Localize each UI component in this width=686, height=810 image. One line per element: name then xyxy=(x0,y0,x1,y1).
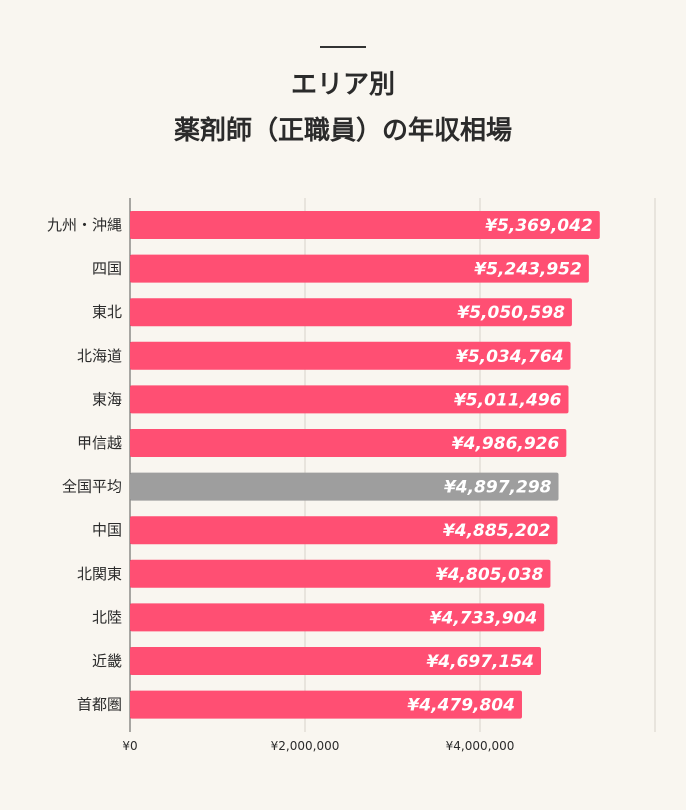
bar-7 xyxy=(130,516,558,545)
value-label-7: ¥4,885,202 xyxy=(443,521,551,541)
bar-1 xyxy=(130,254,589,283)
category-label-8: 北関東 xyxy=(77,565,122,583)
x-tick-label-0: ¥0 xyxy=(122,739,137,753)
value-label-2: ¥5,050,598 xyxy=(457,303,565,323)
x-tick-label-2: ¥4,000,000 xyxy=(446,739,515,753)
bar-0 xyxy=(130,211,600,239)
value-label-10: ¥4,697,154 xyxy=(426,652,534,672)
bar-11 xyxy=(130,690,522,719)
category-label-11: 首都圏 xyxy=(77,696,122,714)
bar-10 xyxy=(130,647,542,675)
category-label-7: 中国 xyxy=(92,521,122,539)
value-label-3: ¥5,034,764 xyxy=(456,347,564,367)
category-label-6: 全国平均 xyxy=(62,478,122,496)
bar-5 xyxy=(130,429,567,457)
chart-title-line2: 薬剤師（正職員）の年収相場 xyxy=(173,116,512,146)
value-label-4: ¥5,011,496 xyxy=(454,390,562,410)
value-label-11: ¥4,479,804 xyxy=(407,696,515,716)
bar-6 xyxy=(130,472,559,501)
x-tick-label-1: ¥2,000,000 xyxy=(271,739,340,753)
chart-title-line1: エリア別 xyxy=(290,70,395,100)
category-label-10: 近畿 xyxy=(92,652,122,670)
category-label-1: 四国 xyxy=(92,260,122,278)
value-label-6: ¥4,897,298 xyxy=(444,478,552,498)
title-rule xyxy=(320,46,366,48)
bar-9 xyxy=(130,603,545,632)
value-label-9: ¥4,733,904 xyxy=(430,608,538,628)
category-label-5: 甲信越 xyxy=(77,434,122,452)
value-label-5: ¥4,986,926 xyxy=(452,434,560,454)
bar-4 xyxy=(130,385,569,414)
category-label-4: 東海 xyxy=(92,390,122,408)
bar-3 xyxy=(130,341,571,370)
category-label-0: 九州・沖縄 xyxy=(47,216,122,234)
bar-8 xyxy=(130,559,551,588)
category-label-2: 東北 xyxy=(92,303,122,321)
category-label-9: 北陸 xyxy=(92,608,122,626)
value-label-8: ¥4,805,038 xyxy=(436,565,544,585)
value-label-0: ¥5,369,042 xyxy=(485,216,593,236)
category-label-3: 北海道 xyxy=(77,347,122,365)
value-label-1: ¥5,243,952 xyxy=(474,260,582,280)
bar-2 xyxy=(130,298,572,327)
